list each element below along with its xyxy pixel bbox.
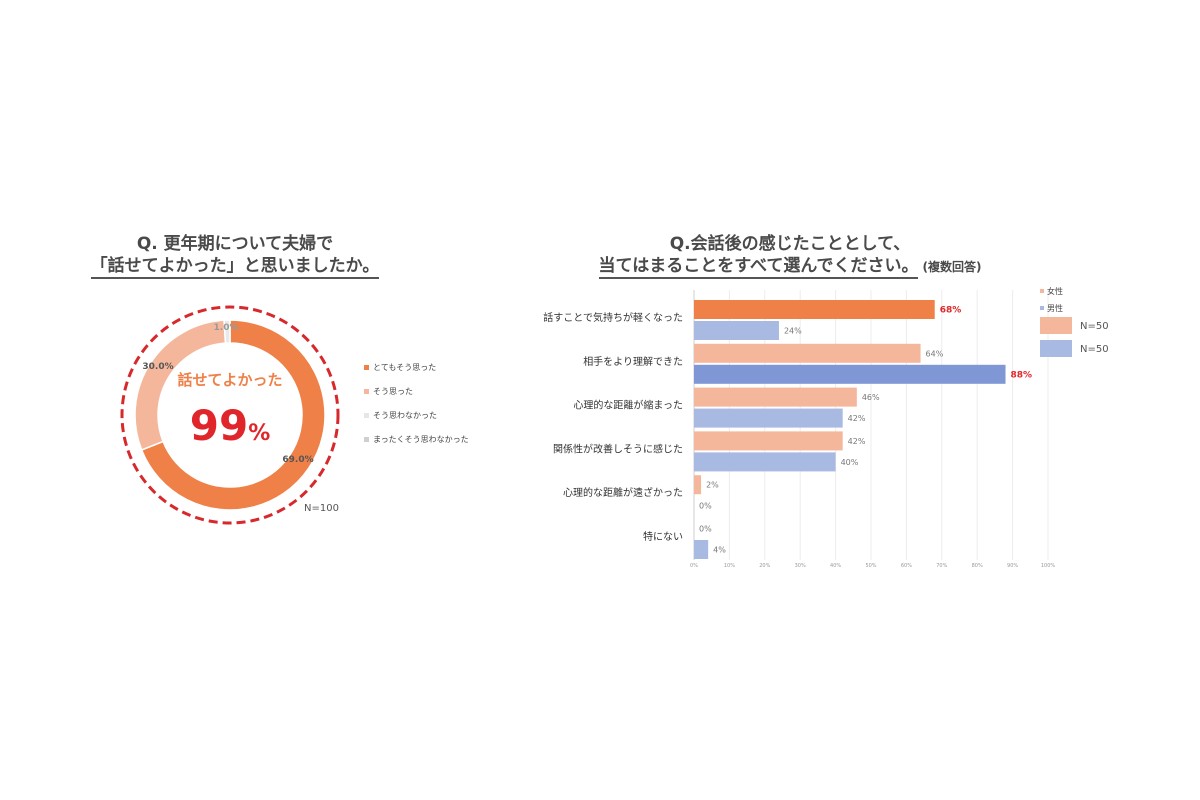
- category-label: 特にない: [643, 531, 683, 543]
- n-male-label: N=50: [1080, 344, 1109, 355]
- donut-chart-title: Q. 更年期について夫婦で 「話せてよかった」と思いましたか。: [70, 233, 400, 279]
- bar-value-label: 42%: [848, 437, 866, 446]
- bar-female: [694, 431, 843, 451]
- legend-label: まったくそう思わなかった: [373, 435, 469, 444]
- center-value-unit: %: [248, 421, 270, 446]
- category-label: 相手をより理解できた: [583, 355, 683, 368]
- bar-value-label: 24%: [784, 327, 802, 336]
- bar-value-label: 0%: [699, 502, 712, 511]
- bar-value-label: 46%: [862, 393, 880, 402]
- x-tick-label: 40%: [830, 563, 841, 569]
- bar-male: [694, 364, 1006, 384]
- x-tick-label: 100%: [1041, 563, 1056, 569]
- x-tick-label: 70%: [936, 563, 947, 569]
- n-female-swatch: [1040, 317, 1072, 334]
- x-tick-label: 90%: [1007, 563, 1018, 569]
- legend-male-label: 男性: [1047, 303, 1063, 313]
- bar-value-label: 40%: [841, 458, 859, 467]
- bar-male: [694, 408, 843, 428]
- legend-label: そう思わなかった: [373, 411, 437, 420]
- bar-male: [694, 540, 709, 559]
- donut-slice: [223, 319, 231, 344]
- legend-label: とてもそう思った: [373, 363, 436, 372]
- dashed-ring: [120, 305, 340, 525]
- category-label: 関係性が改善しそうに感じた: [553, 442, 683, 455]
- category-label: 心理的な距離が縮まった: [573, 399, 683, 412]
- bar-female: [694, 343, 921, 363]
- legend-marker: [364, 389, 369, 394]
- bar-male: [694, 321, 779, 340]
- bar-male: [694, 452, 836, 472]
- bar-female: [694, 300, 935, 319]
- bar-value-label: 64%: [926, 349, 944, 358]
- n-female-label: N=50: [1080, 321, 1109, 332]
- donut-slice: [140, 319, 326, 511]
- bar-chart-title: Q.会話後の感じたこととして、 当てはまることをすべて選んでください。 (複数回答…: [560, 233, 1020, 279]
- bar-title-note: (複数回答): [922, 260, 982, 274]
- legend-male-marker: [1040, 306, 1044, 310]
- legend-female-label: 女性: [1047, 286, 1063, 296]
- bar-value-label: 42%: [848, 414, 866, 423]
- bar-female: [694, 387, 857, 407]
- bar-value-label: 4%: [713, 546, 726, 555]
- bar-value-label: 88%: [1011, 370, 1033, 380]
- bar-value-label: 2%: [706, 481, 719, 490]
- donut-title-line2: 「話せてよかった」と思いましたか。: [90, 256, 380, 279]
- legend-marker: [364, 413, 369, 418]
- x-tick-label: 50%: [865, 563, 876, 569]
- donut-center-label: 話せてよかった: [177, 371, 282, 389]
- legend-marker: [364, 437, 369, 442]
- legend-female-marker: [1040, 289, 1044, 293]
- donut-center-value: 99%: [190, 401, 271, 450]
- x-tick-label: 20%: [759, 563, 770, 569]
- x-tick-label: 30%: [795, 563, 806, 569]
- donut-title-line1: Q. 更年期について夫婦で: [136, 234, 334, 254]
- bar-title-line2: 当てはまることをすべて選んでください。: [598, 256, 919, 279]
- bar-title-line1: Q.会話後の感じたこととして、: [669, 234, 911, 254]
- x-tick-label: 80%: [972, 563, 983, 569]
- donut-n-label: N=100: [304, 503, 339, 514]
- x-tick-label: 10%: [724, 563, 735, 569]
- bar-value-label: 68%: [940, 306, 962, 316]
- legend-label: そう思った: [373, 387, 413, 396]
- legend-marker: [364, 365, 369, 370]
- x-tick-label: 60%: [901, 563, 912, 569]
- category-label: 話すことで気持ちが軽くなった: [543, 311, 683, 324]
- category-label: 心理的な距離が遠ざかった: [563, 486, 683, 499]
- bar-female: [694, 475, 702, 495]
- donut-value-label: 1.0%: [214, 323, 239, 333]
- bar-value-label: 0%: [699, 525, 712, 534]
- x-tick-label: 0%: [690, 563, 698, 569]
- donut-value-label: 30.0%: [142, 362, 173, 372]
- n-male-swatch: [1040, 340, 1072, 357]
- donut-value-label: 69.0%: [282, 455, 313, 465]
- center-value-number: 99: [190, 401, 248, 450]
